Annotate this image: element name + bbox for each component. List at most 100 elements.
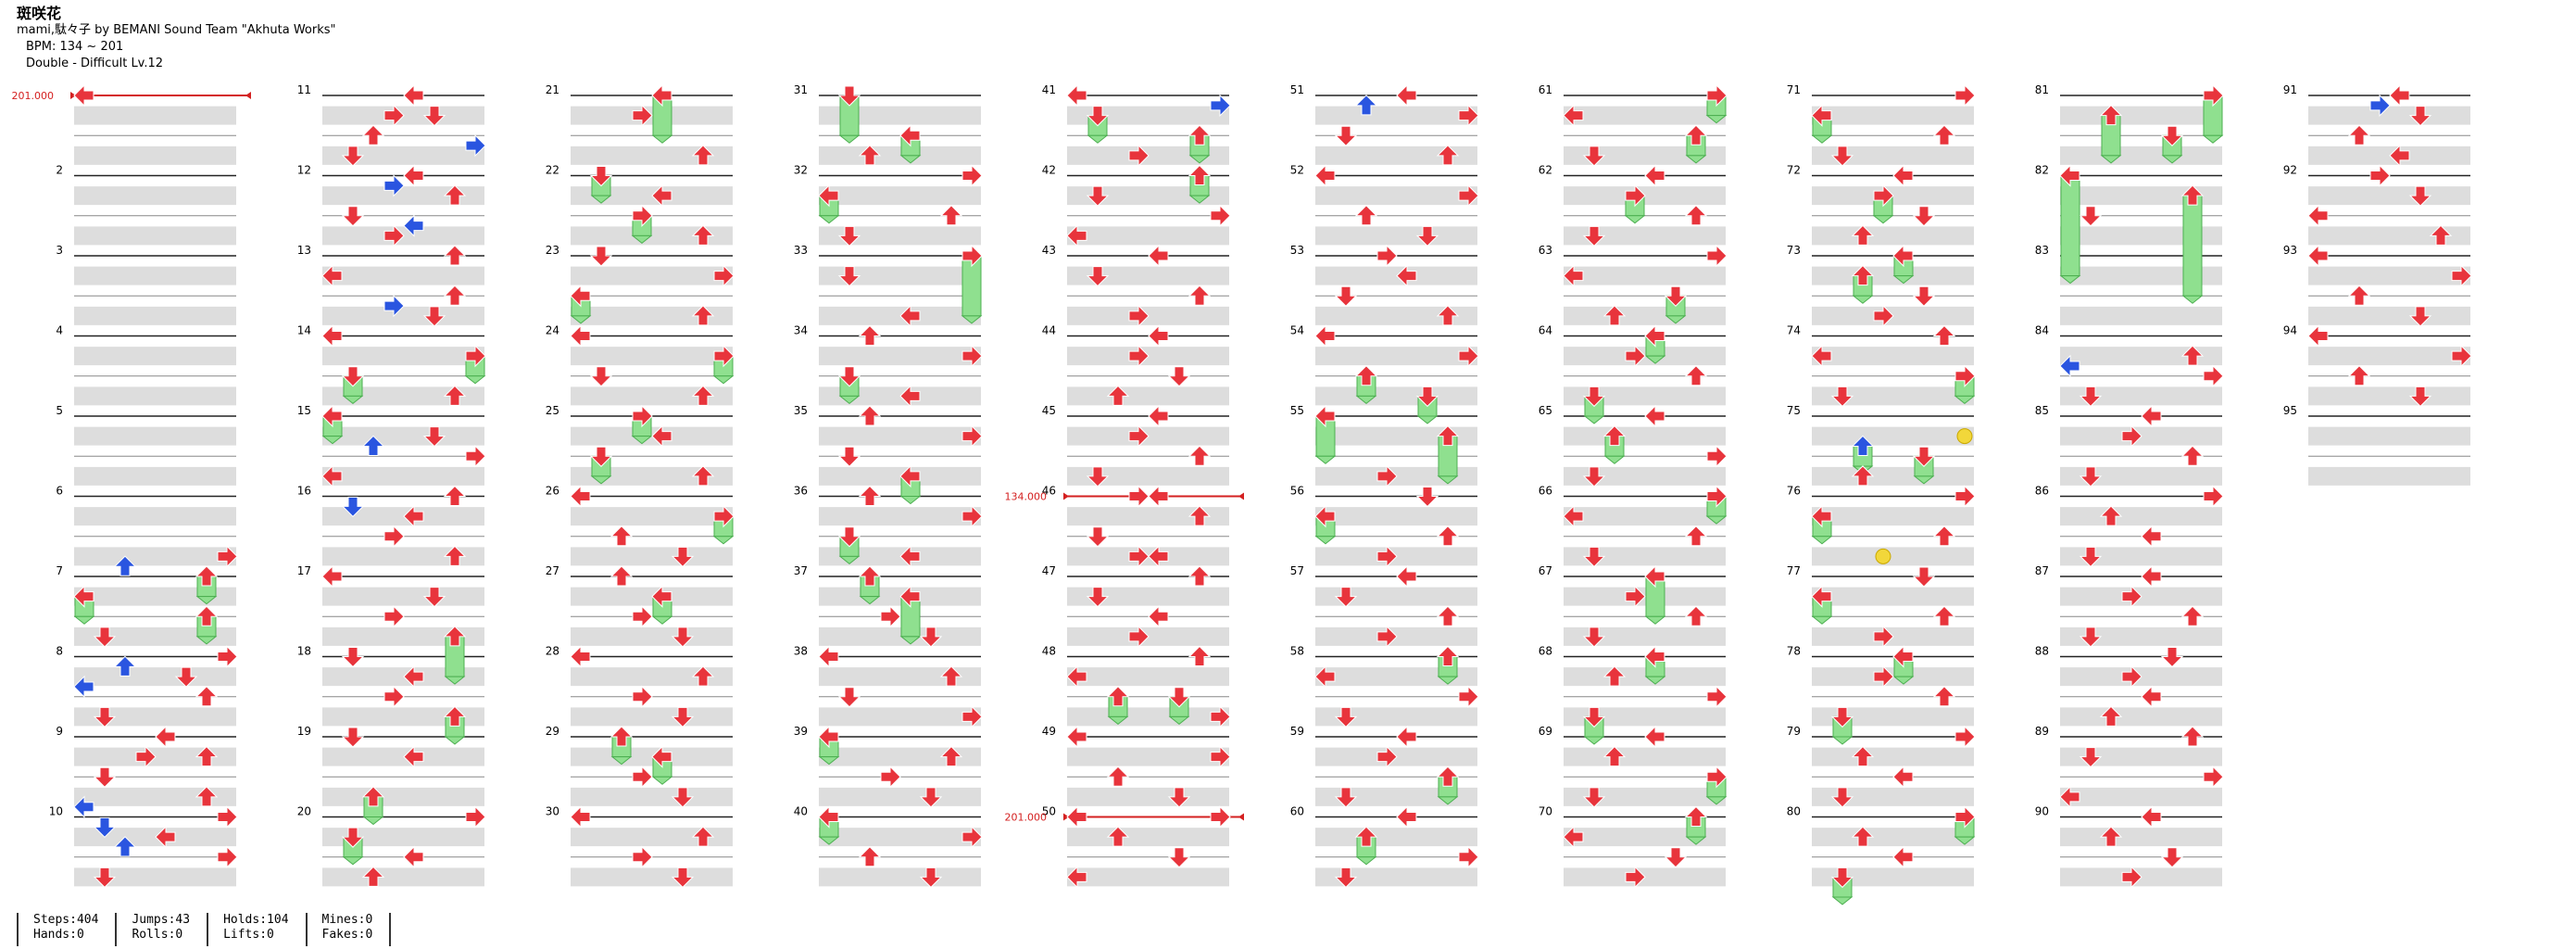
- arrow-note-l: [1892, 164, 1914, 187]
- arrow-note-u: [858, 145, 882, 166]
- beat-stripe: [819, 747, 981, 766]
- beat-stripe: [819, 106, 981, 125]
- arrow-note-d: [1830, 386, 1854, 408]
- hold-tail: [1705, 515, 1728, 525]
- arrow-note-r: [2203, 83, 2224, 108]
- measure-number: 83: [2035, 244, 2049, 257]
- arrow-note-r: [1706, 685, 1728, 708]
- measure-number: 68: [1539, 645, 1552, 658]
- beat-stripe: [74, 186, 236, 206]
- measure-number: 90: [2035, 805, 2049, 818]
- beat-stripe: [1067, 867, 1229, 887]
- measure-number: 4: [56, 324, 63, 337]
- arrow-note-r: [2369, 94, 2391, 118]
- hold-tail: [444, 676, 466, 685]
- arrow-note-r: [1873, 664, 1894, 689]
- arrow-note-l: [1644, 725, 1665, 749]
- arrow-note-d: [2160, 647, 2184, 668]
- beat-stripe: [322, 426, 484, 446]
- arrow-note-r: [1128, 625, 1150, 649]
- arrow-note-u: [1187, 505, 1212, 526]
- arrow-note-r: [2121, 664, 2142, 689]
- hold-tail: [651, 776, 673, 785]
- measure-number: 18: [297, 645, 311, 658]
- arrow-note-l: [2059, 164, 2080, 187]
- arrow-note-d: [671, 867, 695, 889]
- arrow-note-r: [2203, 364, 2224, 387]
- measure-number: 80: [1787, 805, 1801, 818]
- measure-number: 84: [2035, 324, 2049, 337]
- measure-number: 66: [1539, 485, 1552, 498]
- hold-tail: [1913, 475, 1935, 485]
- arrow-note-r: [1458, 845, 1479, 868]
- arrow-note-u: [1932, 324, 1956, 346]
- arrow-note-l: [1396, 725, 1417, 749]
- arrow-note-r: [465, 133, 486, 158]
- arrow-note-l: [2141, 805, 2162, 829]
- hold-tail: [1107, 715, 1129, 726]
- hold-tail: [610, 756, 633, 766]
- arrow-note-r: [383, 174, 405, 197]
- arrow-note-l: [2141, 685, 2162, 708]
- arrow-note-d: [93, 816, 117, 839]
- arrow-note-l: [2307, 244, 2329, 268]
- measure-number: 88: [2035, 645, 2049, 658]
- arrow-note-r: [961, 344, 983, 368]
- measure-number: 71: [1787, 83, 1801, 96]
- arrow-note-r: [1954, 805, 1976, 829]
- hold-tail: [1355, 395, 1377, 405]
- hold-tail: [1831, 736, 1853, 745]
- arrow-note-r: [961, 244, 983, 268]
- beat-stripe: [1315, 667, 1477, 687]
- hold-tail: [1437, 796, 1459, 805]
- beat-stripe: [74, 226, 236, 246]
- beat-stripe: [1067, 828, 1229, 847]
- arrow-note-l: [570, 285, 591, 308]
- measure-number: 15: [297, 404, 311, 417]
- beat-stripe: [1564, 386, 1726, 406]
- arrow-note-r: [2451, 344, 2472, 368]
- arrow-note-l: [1892, 845, 1914, 868]
- arrow-note-d: [1086, 106, 1110, 127]
- hold-tail: [1811, 134, 1833, 144]
- beat-stripe: [819, 626, 981, 646]
- beat-stripe: [2060, 386, 2222, 406]
- arrow-note-l: [899, 385, 921, 408]
- beat-stripe: [1564, 667, 1726, 687]
- measure-number: 74: [1787, 324, 1801, 337]
- arrow-note-l: [1563, 104, 1584, 127]
- beat-stripe: [74, 626, 236, 646]
- arrow-note-u: [1187, 645, 1212, 666]
- arrow-note-r: [1873, 183, 1894, 208]
- hold-tail: [899, 155, 922, 164]
- measure-number: 87: [2035, 564, 2049, 577]
- arrow-note-r: [1458, 183, 1479, 208]
- arrow-note-l: [1644, 164, 1665, 187]
- arrow-note-u: [1106, 766, 1130, 787]
- arrow-note-l: [1314, 664, 1336, 689]
- beat-stripe: [819, 787, 981, 806]
- beat-stripe: [2060, 707, 2222, 727]
- arrow-note-l: [1066, 805, 1087, 829]
- arrow-note-r: [383, 294, 405, 318]
- beat-stripe: [1812, 787, 1974, 806]
- arrow-note-l: [1066, 725, 1087, 749]
- arrow-note-r: [1706, 244, 1728, 268]
- arrow-note-l: [1148, 324, 1169, 348]
- measure-number: 50: [1042, 805, 1056, 818]
- beat-stripe: [2308, 347, 2470, 366]
- beat-stripe: [819, 347, 981, 366]
- arrow-note-d: [341, 647, 365, 668]
- chart-difficulty: Double - Difficult Lv.12: [26, 57, 164, 70]
- arrow-note-u: [2180, 605, 2205, 626]
- arrow-note-u: [691, 826, 715, 847]
- arrow-note-l: [651, 745, 672, 768]
- arrow-note-u: [858, 324, 882, 346]
- arrow-note-l: [73, 585, 94, 608]
- song-artist: mami,駄々子 by BEMANI Sound Team "Akhuta Wo…: [17, 23, 336, 37]
- arrow-note-d: [2079, 386, 2103, 408]
- arrow-note-d: [341, 366, 365, 387]
- arrow-note-u: [2347, 124, 2371, 146]
- arrow-note-l: [651, 585, 672, 608]
- arrow-note-u: [1187, 565, 1212, 587]
